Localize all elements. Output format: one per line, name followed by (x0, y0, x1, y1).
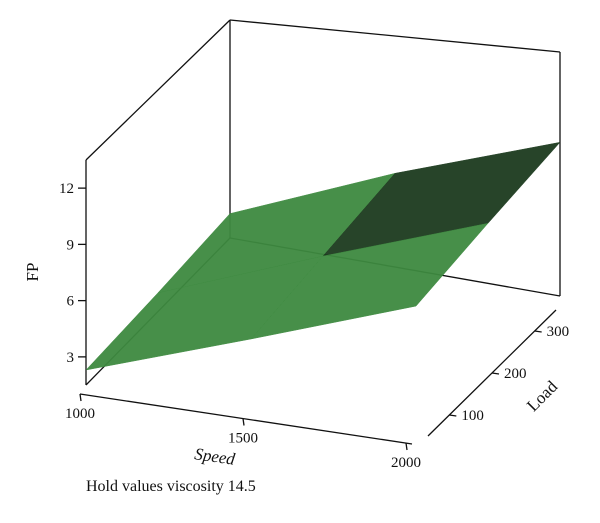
x-axis-title: Speed (193, 444, 236, 469)
axis-ticks: 3 6 9 12 1000 1500 2000 100 200 300 (59, 181, 569, 471)
x-tick-label: 2000 (391, 455, 421, 471)
speed-axis-line (79, 393, 413, 445)
z-tick-label: 3 (67, 350, 75, 366)
y-tick-mark (534, 330, 542, 333)
z-axis-title: FP (23, 263, 42, 282)
box-edge (85, 19, 231, 161)
x-tick-mark (405, 442, 408, 451)
y-tick-label: 200 (504, 366, 527, 382)
x-tick-label: 1500 (228, 431, 258, 447)
x-tick-label: 1000 (65, 406, 95, 422)
z-tick-label: 6 (67, 294, 75, 310)
x-tick-mark (79, 393, 82, 402)
y-tick-label: 300 (547, 324, 570, 340)
box-edge (229, 19, 561, 53)
surface (85, 141, 561, 371)
hold-values-note: Hold values viscosity 14.5 (86, 478, 256, 495)
z-tick-label: 12 (59, 181, 74, 197)
y-tick-label: 100 (461, 408, 484, 424)
x-tick-mark (242, 418, 245, 426)
z-tick-label: 9 (67, 237, 75, 253)
y-tick-mark (491, 372, 500, 375)
y-axis-title: Load (523, 377, 561, 415)
surface-patch (250, 222, 489, 340)
y-tick-mark (449, 414, 457, 417)
